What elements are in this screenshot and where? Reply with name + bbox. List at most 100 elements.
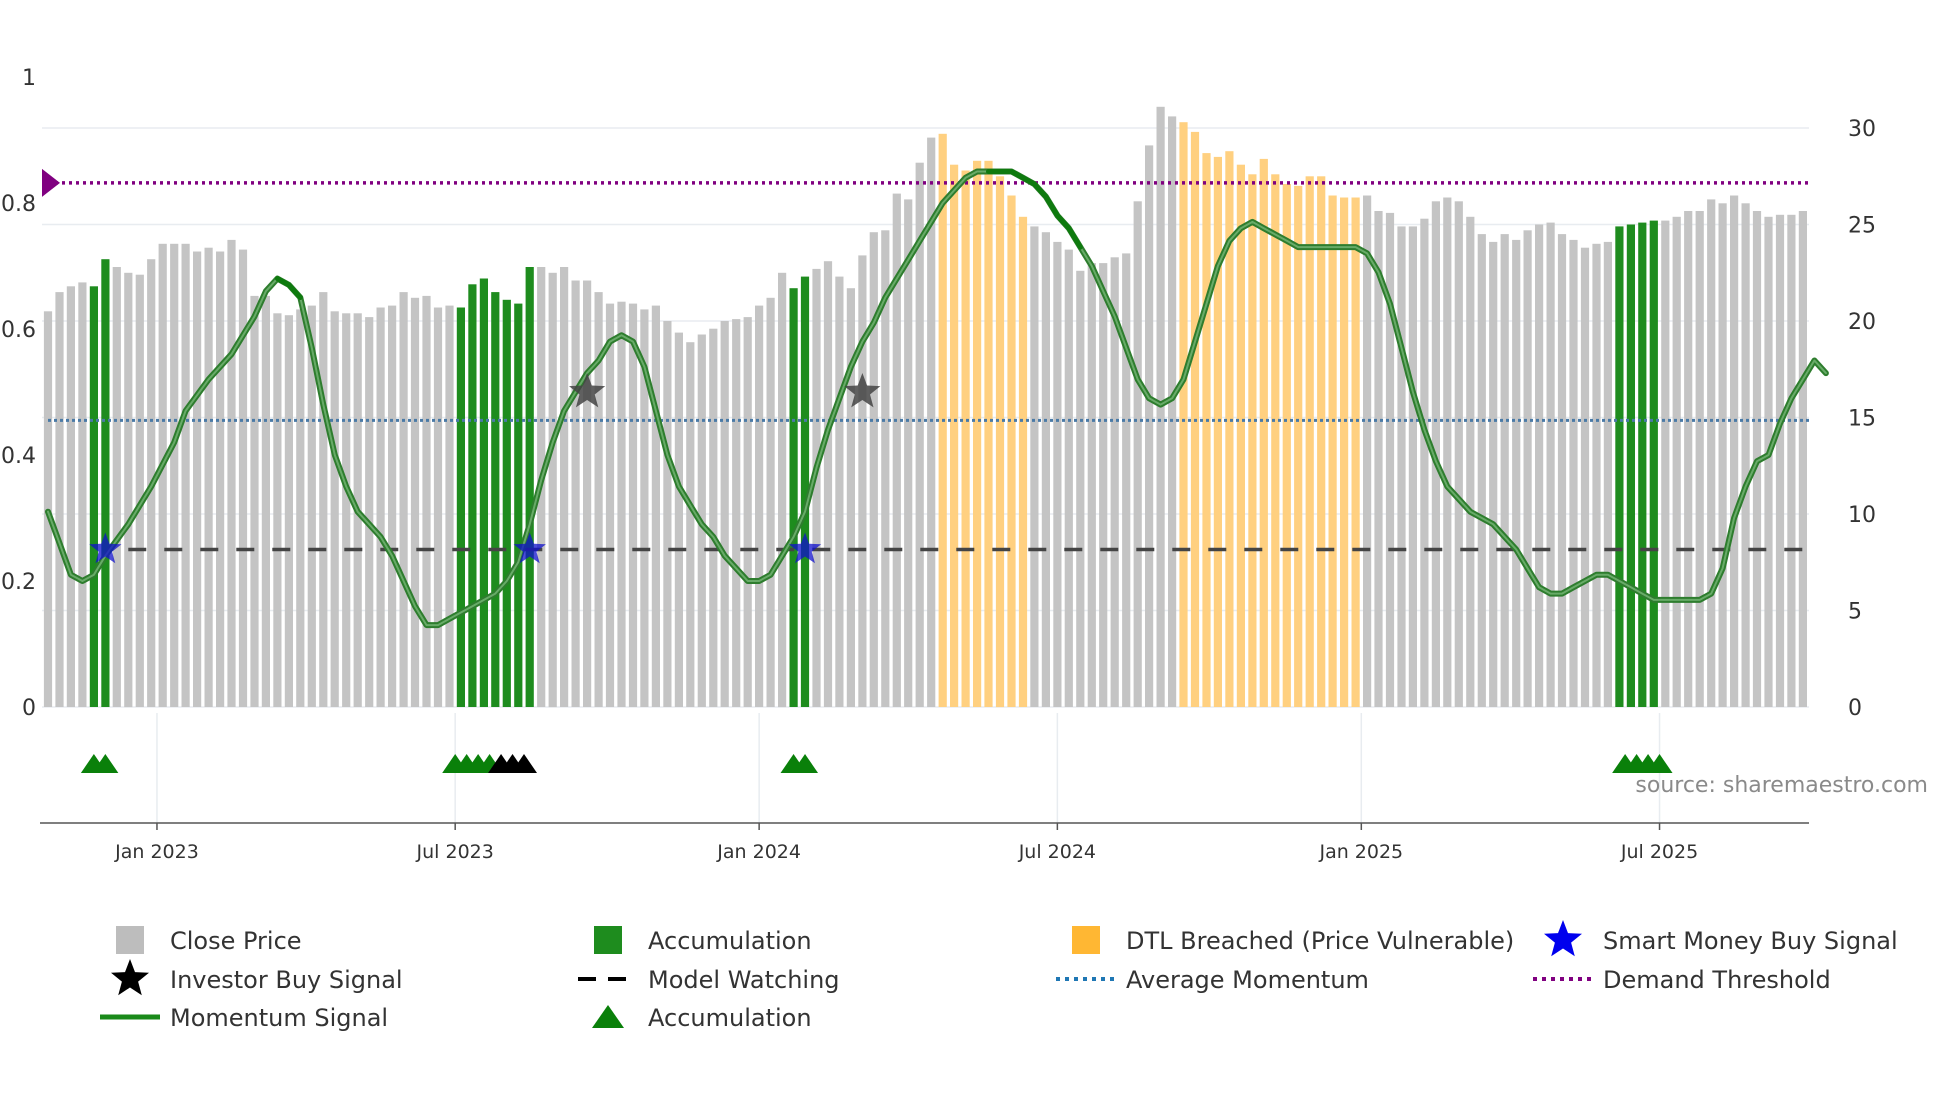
close-price-bar xyxy=(1168,116,1177,707)
close-price-bar xyxy=(1718,203,1727,708)
close-price-bar xyxy=(1374,211,1383,707)
accumulation-bar xyxy=(1615,226,1624,707)
close-price-bar xyxy=(170,243,179,708)
investor-buy-signal-star xyxy=(844,373,881,408)
right-y-tick-label: 10 xyxy=(1848,503,1876,528)
close-price-bar xyxy=(410,297,420,707)
close-price-bar xyxy=(55,292,64,707)
legend-triangle-icon xyxy=(592,1005,624,1028)
dtl-breached-bar xyxy=(1294,185,1303,707)
close-price-bar xyxy=(1408,226,1417,707)
investor-buy-signal-star xyxy=(569,373,606,408)
accumulation-bar xyxy=(101,259,110,707)
close-price-bar xyxy=(66,286,75,707)
close-price-bar xyxy=(273,313,282,707)
close-price-bar xyxy=(238,249,248,707)
close-price-bar xyxy=(1110,257,1119,707)
close-price-bar xyxy=(284,315,293,707)
close-price-bar xyxy=(422,295,431,707)
x-tick-label: Jan 2025 xyxy=(1318,841,1403,863)
close-price-bar xyxy=(1122,253,1131,707)
close-price-bar xyxy=(1363,195,1372,707)
legend-item: Average Momentum xyxy=(1056,966,1369,994)
close-price-bar xyxy=(124,272,133,708)
close-price-bar xyxy=(766,297,775,707)
legend-label: Demand Threshold xyxy=(1603,966,1831,994)
close-price-bar xyxy=(617,301,626,707)
legend-item: DTL Breached (Price Vulnerable) xyxy=(1072,926,1514,955)
momentum-signal-strong-segment xyxy=(274,276,303,300)
close-price-bar xyxy=(778,272,787,708)
accumulation-bar xyxy=(468,284,477,707)
close-price-bar xyxy=(732,319,741,707)
legend-item: Investor Buy Signal xyxy=(111,959,403,996)
dtl-breached-bar xyxy=(1225,151,1234,707)
accumulation-marker xyxy=(92,754,119,773)
close-price-bar xyxy=(319,292,328,707)
dtl-breached-bar xyxy=(1271,174,1280,708)
left-y-tick-label: 0.6 xyxy=(1,318,36,343)
close-price-bar xyxy=(1053,241,1062,707)
dtl-breached-bar xyxy=(1202,153,1211,708)
close-price-bar xyxy=(330,311,339,707)
legend-label: Momentum Signal xyxy=(170,1004,388,1032)
close-price-bar xyxy=(892,193,901,708)
close-price-bar xyxy=(605,303,615,707)
close-price-bar xyxy=(445,305,454,707)
close-price-bar xyxy=(250,295,259,707)
close-price-bar xyxy=(858,255,867,707)
x-tick-label: Jan 2024 xyxy=(716,841,801,863)
close-price-bar xyxy=(594,292,603,707)
close-price-bar xyxy=(1099,263,1108,707)
markers-layer xyxy=(80,373,1673,773)
accumulation-marker xyxy=(1646,754,1673,773)
close-price-bar xyxy=(1030,226,1039,707)
close-price-bar xyxy=(1592,243,1601,708)
close-price-bar xyxy=(1764,216,1773,708)
close-price-bar xyxy=(1500,234,1509,707)
momentum-signal-strong-segment xyxy=(986,169,1083,250)
left-y-tick-label: 0.2 xyxy=(1,570,36,595)
legend-label: Smart Money Buy Signal xyxy=(1603,927,1898,955)
left-y-tick-label: 1 xyxy=(22,66,36,91)
dtl-breached-bar xyxy=(1007,195,1016,707)
close-price-bar xyxy=(1695,211,1704,707)
close-price-bar xyxy=(651,305,660,707)
close-price-bar xyxy=(720,321,729,707)
close-price-bar xyxy=(158,243,167,708)
close-price-bar xyxy=(78,282,87,707)
close-price-bar xyxy=(812,268,821,707)
close-price-bar xyxy=(181,243,190,708)
left-y-tick-label: 0.4 xyxy=(1,444,36,469)
close-price-bar xyxy=(1775,214,1785,708)
close-price-bar xyxy=(1076,270,1085,707)
legend-star-icon xyxy=(1544,920,1582,957)
accumulation-bar xyxy=(491,292,500,707)
close-price-bar xyxy=(915,162,924,707)
close-price-bar xyxy=(1569,239,1578,707)
close-price-bar xyxy=(1477,234,1486,707)
close-price-bar xyxy=(1535,224,1544,707)
close-price-bar xyxy=(216,251,225,707)
legend-symbol xyxy=(116,926,144,954)
momentum-signal-highlight xyxy=(47,170,1827,627)
lines-layer xyxy=(42,168,1829,629)
left-y-tick-label: 0.8 xyxy=(1,192,36,217)
accumulation-marker-black xyxy=(511,754,538,773)
close-price-bar xyxy=(1741,203,1750,708)
close-price-bar xyxy=(743,317,752,707)
dtl-breached-bar xyxy=(1340,197,1349,707)
accumulation-bar xyxy=(1626,224,1635,707)
legend-item: Momentum Signal xyxy=(100,1004,388,1032)
legend-label: Average Momentum xyxy=(1126,966,1369,994)
close-price-bar xyxy=(846,288,855,707)
close-price-bar xyxy=(869,232,878,707)
close-price-bar xyxy=(1730,195,1739,707)
close-price-bar xyxy=(1133,201,1142,708)
legend-item: Smart Money Buy Signal xyxy=(1544,920,1898,957)
dtl-breached-bar xyxy=(1351,197,1360,707)
close-price-bar xyxy=(376,307,385,707)
dtl-breached-bar xyxy=(995,176,1005,708)
accumulation-bar xyxy=(525,267,534,707)
left-y-tick-label: 0 xyxy=(22,696,36,721)
